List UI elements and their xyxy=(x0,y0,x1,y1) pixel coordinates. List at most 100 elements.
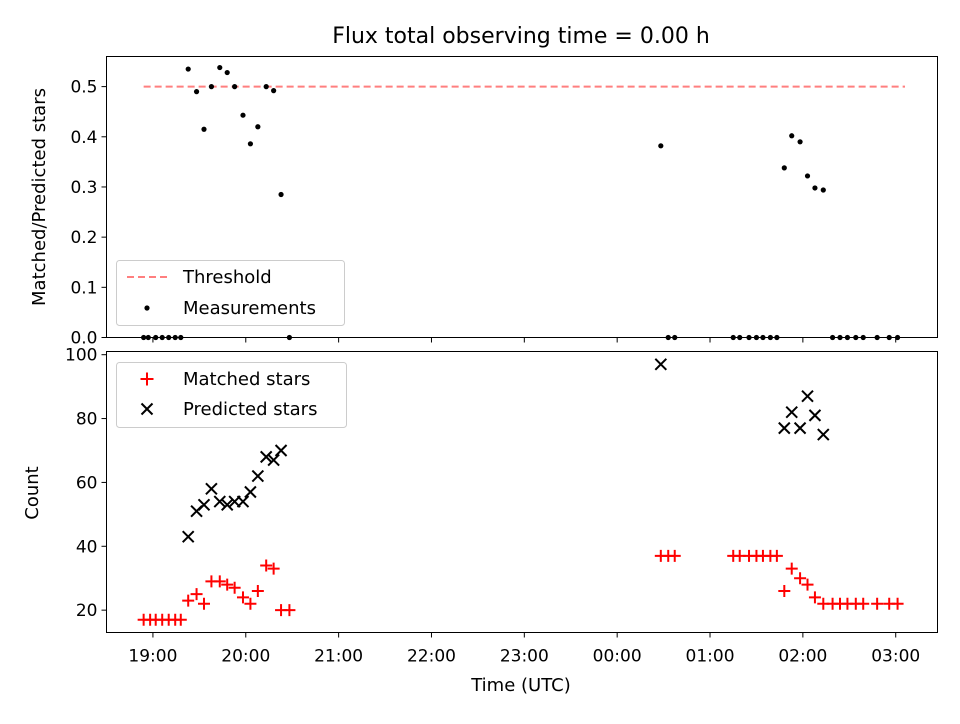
top-y-tick-label: 0.3 xyxy=(70,178,97,198)
x-tick-label: 21:00 xyxy=(314,647,363,667)
top-y-tick-label: 0.4 xyxy=(70,128,97,148)
measurement-point xyxy=(263,84,269,90)
measurement-point xyxy=(767,334,773,341)
matched-star-marker xyxy=(174,613,187,626)
x-axis-label: Time (UTC) xyxy=(470,675,571,696)
legend-measurements-label: Measurements xyxy=(183,298,316,319)
legend-matched-swatch xyxy=(140,372,154,386)
measurement-point xyxy=(271,88,277,94)
legend-threshold-label: Threshold xyxy=(182,267,272,288)
predicted-star-marker xyxy=(808,409,822,422)
measurement-point xyxy=(797,139,803,145)
measurement-point xyxy=(172,334,178,341)
matched-star-marker xyxy=(891,597,904,610)
predicted-star-marker xyxy=(267,453,280,467)
measurement-point xyxy=(278,191,284,198)
measurement-point xyxy=(153,334,159,341)
matched-star-marker xyxy=(260,559,273,572)
measurement-point xyxy=(812,185,818,191)
measurement-point xyxy=(208,84,215,90)
bottom-plot-area xyxy=(106,351,938,633)
legend-matched-label: Matched stars xyxy=(183,369,310,390)
matched-star-marker xyxy=(182,594,195,607)
predicted-star-marker xyxy=(251,469,265,483)
x-tick-label: 19:00 xyxy=(128,647,177,667)
matched-star-marker xyxy=(770,549,783,562)
bottom-y-axis-label: Count xyxy=(22,466,43,519)
x-tick-label: 02:00 xyxy=(778,647,827,667)
predicted-star-marker xyxy=(654,358,668,371)
top-y-tick-label: 0.0 xyxy=(70,329,97,349)
predicted-star-marker xyxy=(274,444,288,457)
x-tick-label: 23:00 xyxy=(500,647,549,667)
top-y-tick-label: 0.2 xyxy=(70,228,97,248)
matched-star-marker xyxy=(778,584,791,597)
bottom-y-tick-label: 60 xyxy=(76,473,98,493)
top-y-tick-label: 0.5 xyxy=(70,78,97,98)
measurement-point xyxy=(240,112,246,118)
matched-star-marker xyxy=(283,604,296,617)
measurement-point xyxy=(247,141,254,147)
measurement-point xyxy=(159,334,165,341)
x-tick-label: 00:00 xyxy=(593,647,642,667)
measurement-point xyxy=(753,334,760,341)
predicted-star-marker xyxy=(793,421,807,435)
predicted-star-marker xyxy=(197,498,211,511)
predicted-star-marker xyxy=(220,498,234,511)
predicted-star-marker xyxy=(236,495,250,508)
measurement-point xyxy=(193,89,200,95)
measurement-point xyxy=(658,143,664,149)
matched-star-marker xyxy=(857,597,870,610)
x-tick-label: 01:00 xyxy=(686,647,735,667)
measurement-point xyxy=(844,334,851,341)
matched-star-marker xyxy=(871,597,884,610)
matched-star-marker xyxy=(801,578,814,591)
matched-star-marker xyxy=(267,562,280,575)
matched-star-marker xyxy=(244,597,257,610)
measurement-point xyxy=(874,334,880,341)
measurement-point xyxy=(781,165,787,171)
bottom-y-ticks: 20 40 60 80 100 xyxy=(65,346,107,621)
measurement-point xyxy=(185,66,191,72)
measurement-point xyxy=(145,334,151,341)
predicted-star-marker xyxy=(259,450,273,464)
measurement-point xyxy=(853,334,859,341)
matched-star-marker xyxy=(190,588,203,601)
top-data-marks xyxy=(141,64,906,341)
predicted-star-marker xyxy=(817,428,830,441)
measurement-point xyxy=(820,187,826,193)
top-legend-box xyxy=(116,260,345,326)
predicted-star-marker xyxy=(181,530,195,543)
predicted-star-marker xyxy=(205,482,218,496)
measurement-point xyxy=(730,334,736,341)
measurement-point xyxy=(837,334,843,341)
measurement-point xyxy=(886,334,892,341)
top-y-tick-label: 0.1 xyxy=(70,278,97,298)
bottom-y-tick-label: 40 xyxy=(76,537,98,557)
measurement-point xyxy=(746,334,752,341)
matched-star-marker xyxy=(785,562,798,575)
measurement-point xyxy=(141,334,147,341)
top-panel: Matched/Predicted stars xyxy=(29,56,938,338)
bottom-panel: Count xyxy=(22,351,938,633)
predicted-star-marker xyxy=(801,389,814,403)
measurement-point xyxy=(760,334,766,341)
measurement-point xyxy=(255,124,261,130)
matched-star-marker xyxy=(808,591,821,604)
matched-star-marker xyxy=(251,584,264,597)
measurement-point xyxy=(217,64,223,71)
x-tick-label: 03:00 xyxy=(871,647,920,667)
bottom-legend-box xyxy=(116,362,347,428)
measurement-point xyxy=(224,69,230,76)
predicted-star-marker xyxy=(785,405,798,419)
chart-title: Flux total observing time = 0.00 h xyxy=(332,24,710,49)
measurement-point xyxy=(201,126,207,132)
top-y-axis-label: Matched/Predicted stars xyxy=(29,88,50,306)
bottom-y-tick-label: 80 xyxy=(76,410,98,430)
predicted-star-marker xyxy=(778,421,791,435)
matched-star-marker xyxy=(236,591,249,604)
matched-star-marker xyxy=(668,549,681,562)
predicted-star-marker xyxy=(213,495,226,508)
